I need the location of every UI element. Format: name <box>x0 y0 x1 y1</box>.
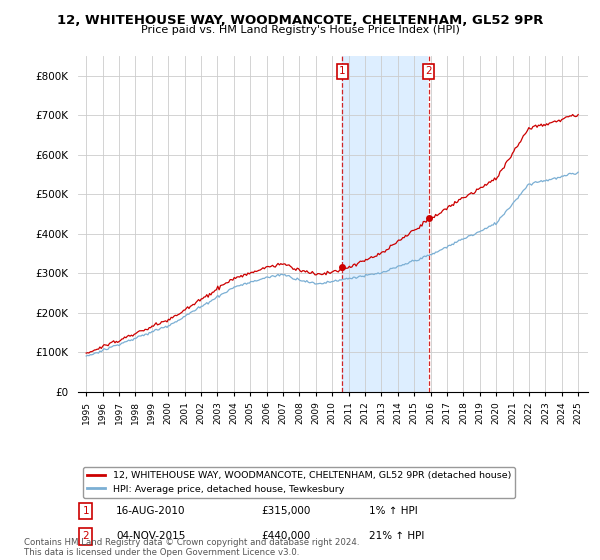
Text: 12, WHITEHOUSE WAY, WOODMANCOTE, CHELTENHAM, GL52 9PR: 12, WHITEHOUSE WAY, WOODMANCOTE, CHELTEN… <box>57 14 543 27</box>
Text: 21% ↑ HPI: 21% ↑ HPI <box>368 531 424 542</box>
Text: Contains HM Land Registry data © Crown copyright and database right 2024.
This d: Contains HM Land Registry data © Crown c… <box>24 538 359 557</box>
Legend: 12, WHITEHOUSE WAY, WOODMANCOTE, CHELTENHAM, GL52 9PR (detached house), HPI: Ave: 12, WHITEHOUSE WAY, WOODMANCOTE, CHELTEN… <box>83 467 515 498</box>
Text: 1: 1 <box>339 66 346 76</box>
Text: Price paid vs. HM Land Registry's House Price Index (HPI): Price paid vs. HM Land Registry's House … <box>140 25 460 35</box>
Text: £315,000: £315,000 <box>262 506 311 516</box>
Text: £440,000: £440,000 <box>262 531 311 542</box>
Text: 1: 1 <box>82 506 89 516</box>
Text: 1% ↑ HPI: 1% ↑ HPI <box>368 506 418 516</box>
Text: 04-NOV-2015: 04-NOV-2015 <box>116 531 185 542</box>
Text: 2: 2 <box>425 66 432 76</box>
Text: 2: 2 <box>82 531 89 542</box>
Text: 16-AUG-2010: 16-AUG-2010 <box>116 506 186 516</box>
